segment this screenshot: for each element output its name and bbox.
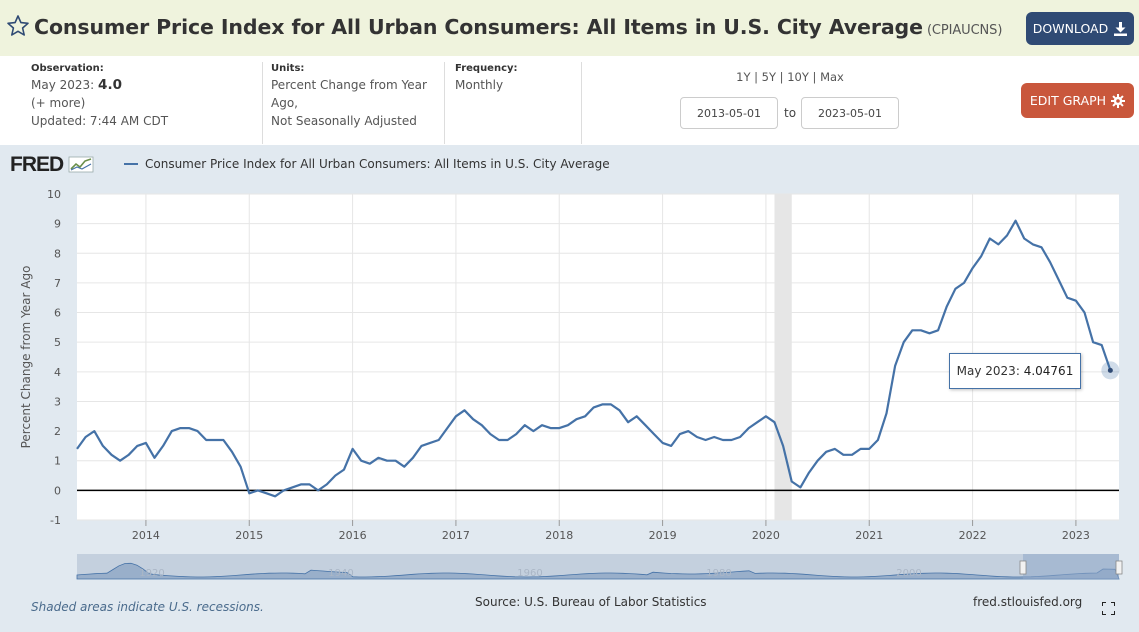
frequency-label: Frequency: bbox=[455, 63, 518, 74]
units-line-2: Ago, bbox=[271, 96, 298, 110]
edit-graph-label: EDIT GRAPH bbox=[1029, 93, 1107, 108]
range-selector: 1Y | 5Y | 10Y | Max bbox=[680, 70, 900, 84]
y-tick-label: 2 bbox=[54, 425, 61, 438]
y-tick-label: 4 bbox=[54, 366, 61, 379]
fred-logo-icon bbox=[68, 156, 94, 173]
page-title: Consumer Price Index for All Urban Consu… bbox=[34, 15, 1002, 39]
range-sep: | bbox=[754, 70, 759, 84]
y-tick-label: -1 bbox=[50, 514, 61, 527]
y-tick-label: 7 bbox=[54, 277, 61, 290]
navigator-handle-left[interactable] bbox=[1019, 560, 1027, 575]
divider bbox=[581, 62, 582, 144]
units-line-3: Not Seasonally Adjusted bbox=[271, 114, 417, 128]
y-tick-label: 6 bbox=[54, 307, 61, 320]
y-tick-label: 10 bbox=[47, 188, 61, 201]
hover-tooltip: May 2023: 4.04761 bbox=[949, 353, 1081, 389]
navigator-label: 1960 bbox=[517, 568, 542, 579]
fred-logo: FRED bbox=[10, 153, 94, 177]
navigator-label: 2000 bbox=[896, 568, 921, 579]
x-tick-label: 2016 bbox=[339, 529, 367, 542]
y-tick-label: 0 bbox=[54, 484, 61, 497]
units-line-1: Percent Change from Year bbox=[271, 78, 427, 92]
units-label: Units: bbox=[271, 63, 305, 74]
download-icon bbox=[1114, 21, 1128, 36]
gear-icon bbox=[1111, 93, 1126, 108]
legend-label: Consumer Price Index for All Urban Consu… bbox=[145, 157, 610, 171]
range-5y[interactable]: 5Y bbox=[761, 70, 777, 84]
end-date-input[interactable]: 2023-05-01 bbox=[801, 97, 899, 129]
x-tick-label: 2019 bbox=[649, 529, 677, 542]
navigator-handle-right[interactable] bbox=[1115, 560, 1123, 575]
series-code: (CPIAUCNS) bbox=[926, 23, 1003, 38]
navigator-label: 1920 bbox=[139, 568, 164, 579]
recession-band bbox=[774, 194, 792, 520]
fred-logo-text: FRED bbox=[10, 153, 64, 176]
divider bbox=[444, 62, 445, 144]
x-tick-label: 2020 bbox=[752, 529, 780, 542]
x-tick-label: 2021 bbox=[855, 529, 883, 542]
navigator-selection[interactable] bbox=[1023, 554, 1119, 579]
range-10y[interactable]: 10Y bbox=[787, 70, 809, 84]
recession-note: Shaded areas indicate U.S. recessions. bbox=[31, 600, 264, 614]
y-tick-label: 9 bbox=[54, 218, 61, 231]
x-tick-label: 2022 bbox=[959, 529, 987, 542]
x-tick-label: 2015 bbox=[235, 529, 263, 542]
hover-marker bbox=[1107, 367, 1113, 373]
site-link[interactable]: fred.stlouisfed.org bbox=[973, 595, 1083, 609]
frequency-value: Monthly bbox=[455, 78, 504, 92]
navigator-label: 1980 bbox=[706, 568, 731, 579]
x-tick-label: 2023 bbox=[1062, 529, 1090, 542]
y-axis-label: Percent Change from Year Ago bbox=[19, 266, 33, 449]
observation-value: 4.0 bbox=[98, 77, 122, 93]
plot-area bbox=[77, 194, 1119, 520]
chart-legend: Consumer Price Index for All Urban Consu… bbox=[124, 157, 610, 171]
observation-label: Observation: bbox=[31, 63, 104, 74]
frequency-block: Frequency: Monthly bbox=[455, 62, 518, 94]
x-tick-label: 2017 bbox=[442, 529, 470, 542]
y-tick-label: 8 bbox=[54, 247, 61, 260]
y-tick-label: 3 bbox=[54, 395, 61, 408]
to-label: to bbox=[784, 106, 797, 120]
source-text: Source: U.S. Bureau of Labor Statistics bbox=[475, 595, 707, 609]
title-bar: Consumer Price Index for All Urban Consu… bbox=[0, 0, 1139, 56]
download-label: DOWNLOAD bbox=[1032, 21, 1109, 36]
download-button[interactable]: DOWNLOAD bbox=[1026, 12, 1134, 45]
series-title: Consumer Price Index for All Urban Consu… bbox=[34, 15, 923, 39]
divider bbox=[262, 62, 263, 144]
y-tick-label: 1 bbox=[54, 455, 61, 468]
legend-swatch bbox=[124, 163, 138, 165]
range-sep: | bbox=[779, 70, 784, 84]
edit-graph-button[interactable]: EDIT GRAPH bbox=[1021, 83, 1134, 118]
observation-date: May 2023: bbox=[31, 78, 95, 92]
navigator-series bbox=[76, 562, 1120, 580]
observation-block: Observation: May 2023: 4.0 (+ more) Upda… bbox=[31, 62, 168, 130]
range-max[interactable]: Max bbox=[820, 70, 844, 84]
navigator-label: 1940 bbox=[328, 568, 353, 579]
range-1y[interactable]: 1Y bbox=[736, 70, 751, 84]
x-tick-label: 2014 bbox=[132, 529, 160, 542]
tooltip-value: 4.04761 bbox=[1023, 364, 1074, 378]
units-block: Units: Percent Change from Year Ago, Not… bbox=[271, 62, 427, 130]
star-icon[interactable] bbox=[6, 14, 30, 38]
fullscreen-icon[interactable] bbox=[1102, 602, 1115, 615]
range-sep: | bbox=[812, 70, 817, 84]
series-line[interactable] bbox=[76, 219, 1112, 498]
y-tick-label: 5 bbox=[54, 336, 61, 349]
start-date-input[interactable]: 2013-05-01 bbox=[680, 97, 778, 129]
tooltip-label: May 2023: bbox=[956, 364, 1020, 378]
updated-time: Updated: 7:44 AM CDT bbox=[31, 114, 169, 128]
more-link[interactable]: (+ more) bbox=[31, 96, 86, 110]
x-tick-label: 2018 bbox=[545, 529, 573, 542]
